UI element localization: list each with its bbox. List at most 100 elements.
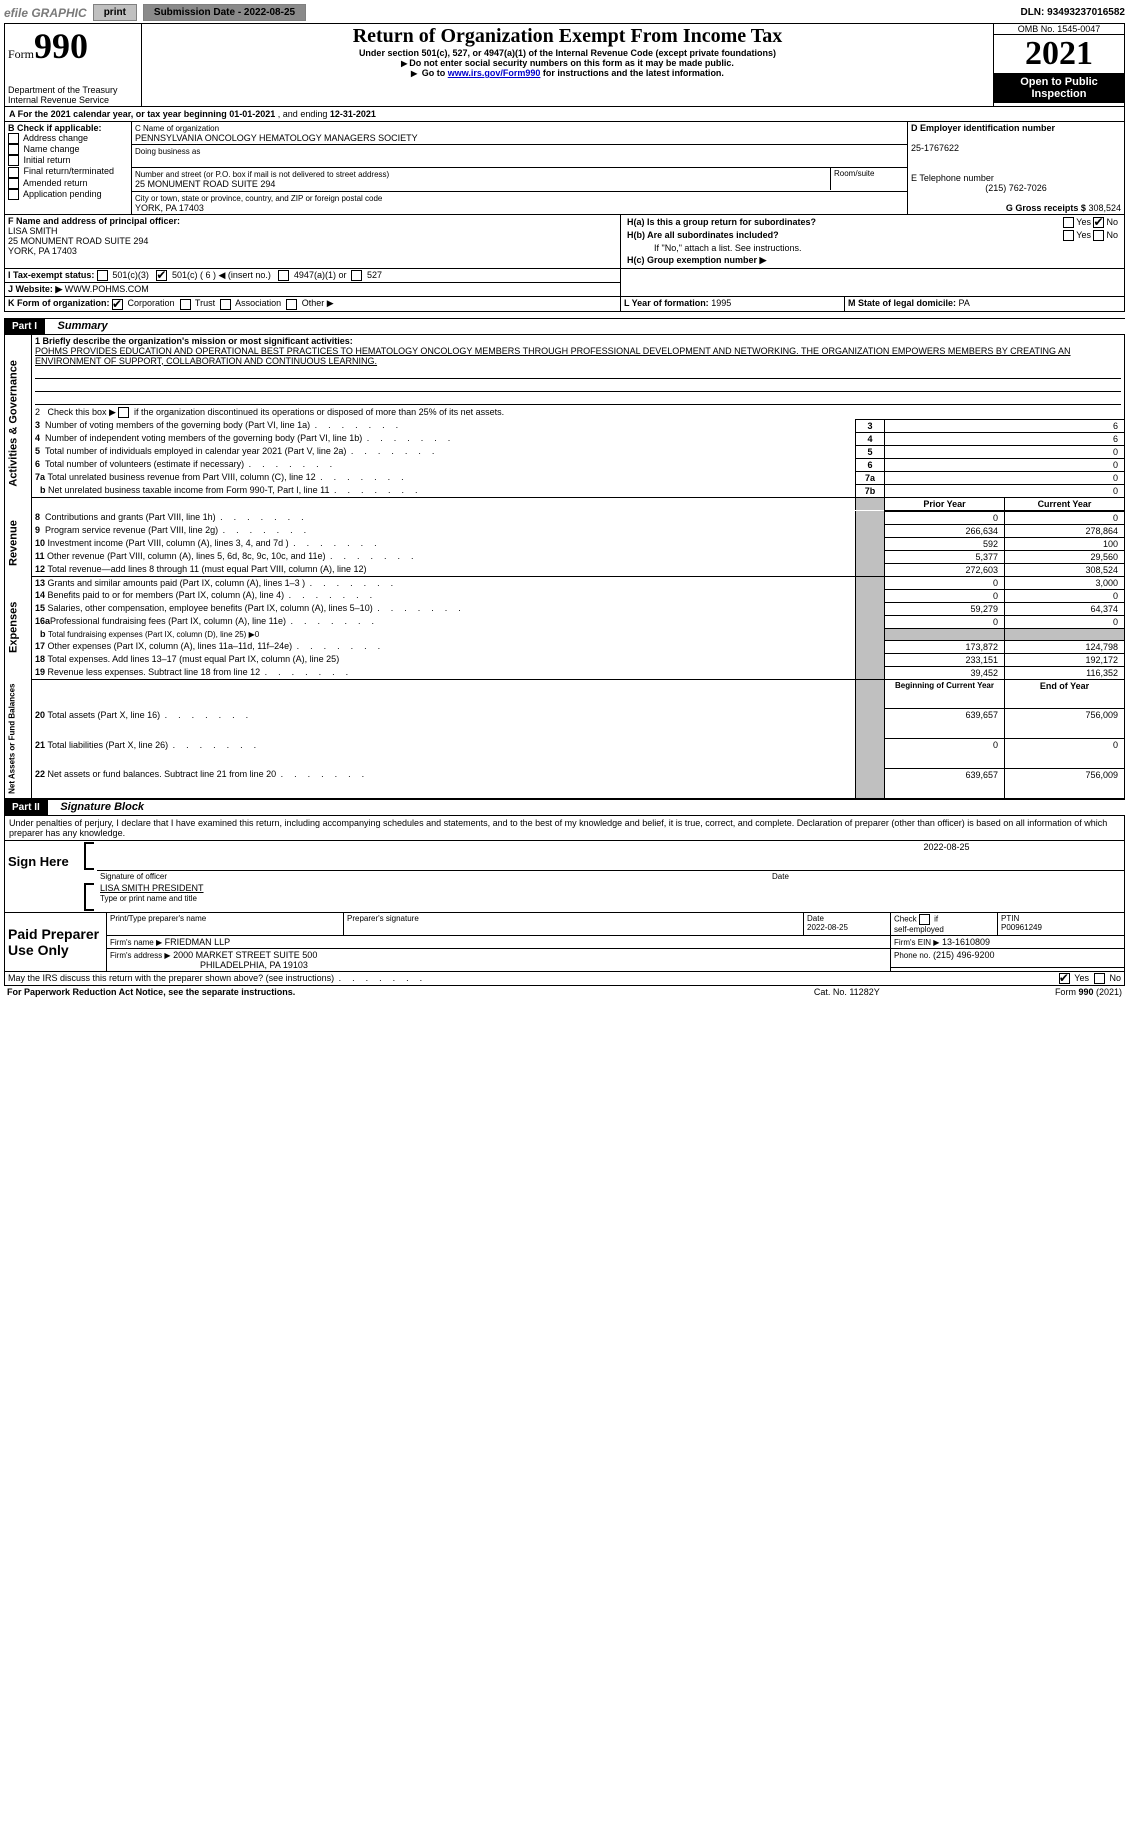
officer-street: 25 MONUMENT ROAD SUITE 294: [8, 236, 148, 246]
box-e-label: E Telephone number: [911, 173, 994, 183]
officer-city: YORK, PA 17403: [8, 246, 77, 256]
bracket-icon: [84, 883, 94, 911]
box-m: M State of legal domicile: PA: [845, 297, 1125, 311]
line1: 1 Briefly describe the organization's mi…: [32, 335, 1125, 406]
box-c-city: City or town, state or province, country…: [132, 191, 908, 214]
side-expenses: Expenses: [5, 576, 32, 679]
irs-link[interactable]: www.irs.gov/Form990: [448, 68, 541, 78]
footer: For Paperwork Reduction Act Notice, see …: [4, 986, 1125, 998]
mission-text: POHMS PROVIDES EDUCATION AND OPERATIONAL…: [35, 346, 1071, 366]
check-final[interactable]: [8, 167, 19, 178]
title-cell: Return of Organization Exempt From Incom…: [142, 24, 994, 107]
city-value: YORK, PA 17403: [135, 203, 204, 213]
check-name[interactable]: [8, 144, 19, 155]
pp-name-lbl: Print/Type preparer's name: [107, 913, 344, 936]
k-other[interactable]: [286, 299, 297, 310]
k-trust[interactable]: [180, 299, 191, 310]
sign-here-label: Sign Here: [5, 840, 82, 882]
efile-label: efile GRAPHIC: [4, 6, 87, 20]
right-col: D Employer identification number 25-1767…: [908, 122, 1125, 215]
paid-label: Paid Preparer Use Only: [5, 913, 107, 972]
inspection-label: Open to Public Inspection: [994, 73, 1124, 103]
box-j: J Website: ▶ WWW.POHMS.COM: [5, 283, 621, 297]
website-value: WWW.POHMS.COM: [65, 284, 149, 294]
check-address[interactable]: [8, 133, 19, 144]
side-governance: Activities & Governance: [5, 335, 32, 512]
irs-label: Internal Revenue Service: [8, 95, 109, 105]
check-initial[interactable]: [8, 155, 19, 166]
form-subtitle: Under section 501(c), 527, or 4947(a)(1)…: [145, 48, 990, 58]
side-netassets: Net Assets or Fund Balances: [5, 679, 32, 798]
ssn-warning: Do not enter social security numbers on …: [145, 58, 990, 68]
box-c-dba: Doing business as: [132, 145, 908, 168]
box-f: F Name and address of principal officer:…: [5, 215, 621, 269]
ha-yes[interactable]: [1063, 217, 1074, 228]
i-501c3[interactable]: [97, 270, 108, 281]
check-pending[interactable]: [8, 189, 19, 200]
firm-ein: 13-1610809: [942, 937, 990, 947]
form-header: Form990 Department of the Treasury Inter…: [4, 23, 1125, 107]
row-7b: b Net unrelated business taxable income …: [5, 484, 1125, 497]
ein-value: 25-1767622: [911, 143, 959, 153]
line2: 2 Check this box ▶ if the organization d…: [32, 406, 1125, 420]
officer-name: LISA SMITH: [8, 226, 58, 236]
hb-yes[interactable]: [1063, 230, 1074, 241]
gross-receipts: 308,524: [1088, 203, 1121, 213]
submission-date-button[interactable]: Submission Date - 2022-08-25: [143, 4, 306, 21]
officer-printed: LISA SMITH PRESIDENT: [100, 883, 204, 893]
box-c-name: C Name of organization PENNSYLVANIA ONCO…: [132, 122, 908, 145]
topbar: efile GRAPHIC print Submission Date - 20…: [4, 4, 1125, 21]
firm-name: FRIEDMAN LLP: [165, 937, 231, 947]
cat-no: Cat. No. 11282Y: [755, 986, 938, 998]
pp-sig-lbl: Preparer's signature: [344, 913, 804, 936]
omb-label: OMB No. 1545-0047: [994, 24, 1124, 35]
box-i: I Tax-exempt status: 501(c)(3) 501(c) ( …: [5, 269, 621, 283]
row-6: 6 Total number of volunteers (estimate i…: [5, 458, 1125, 471]
street-value: 25 MONUMENT ROAD SUITE 294: [135, 179, 275, 189]
row-5: 5 Total number of individuals employed i…: [5, 445, 1125, 458]
form-id-cell: Form990 Department of the Treasury Inter…: [5, 24, 142, 107]
box-k: K Form of organization: Corporation Trus…: [5, 297, 621, 311]
i-527[interactable]: [351, 270, 362, 281]
side-revenue: Revenue: [5, 511, 32, 576]
firm-phone: (215) 496-9200: [933, 950, 995, 960]
bracket-icon: [84, 842, 94, 870]
box-g-label: G Gross receipts $: [1006, 203, 1086, 213]
phone-value: (215) 762-7026: [911, 183, 1121, 193]
goto-line: Go to www.irs.gov/Form990 for instructio…: [145, 68, 990, 78]
print-button[interactable]: print: [93, 4, 137, 21]
row-7a: 7a Total unrelated business revenue from…: [5, 471, 1125, 484]
year-cell: OMB No. 1545-0047 2021 Open to Public In…: [994, 24, 1125, 107]
form-title: Return of Organization Exempt From Incom…: [145, 25, 990, 48]
row-4: 4 Number of independent voting members o…: [5, 432, 1125, 445]
part2-header: Part II Signature Block: [4, 799, 1125, 816]
k-assoc[interactable]: [220, 299, 231, 310]
box-l: L Year of formation: 1995: [621, 297, 845, 311]
info-block: B Check if applicable: Address change Na…: [4, 122, 1125, 215]
part1-header: Part I Summary: [4, 318, 1125, 335]
klm-block: K Form of organization: Corporation Trus…: [4, 297, 1125, 311]
hb-no[interactable]: [1093, 230, 1104, 241]
i-501c[interactable]: [156, 270, 167, 281]
line2-check[interactable]: [118, 407, 129, 418]
paid-preparer-block: Paid Preparer Use Only Print/Type prepar…: [4, 913, 1125, 972]
ptin: P00961249: [1001, 923, 1042, 932]
declaration: Under penalties of perjury, I declare th…: [4, 816, 1125, 840]
check-amended[interactable]: [8, 178, 19, 189]
tax-year: 2021: [994, 35, 1124, 73]
col-current: Current Year: [1005, 497, 1125, 510]
dln-label: DLN: 93493237016582: [1020, 7, 1125, 18]
ha-no[interactable]: [1093, 217, 1104, 228]
may-irs-row: May the IRS discuss this return with the…: [4, 972, 1125, 986]
k-corp[interactable]: [112, 299, 123, 310]
pp-self-check[interactable]: [919, 914, 930, 925]
part1-body: Activities & Governance 1 Briefly descri…: [4, 335, 1125, 799]
i-4947[interactable]: [278, 270, 289, 281]
row-3: 3 Number of voting members of the govern…: [5, 419, 1125, 432]
box-d-label: D Employer identification number: [911, 123, 1055, 133]
box-b: B Check if applicable: Address change Na…: [5, 122, 132, 215]
sig-date: 2022-08-25: [769, 840, 1125, 871]
fh-block: F Name and address of principal officer:…: [4, 215, 1125, 297]
mayirs-yes[interactable]: [1059, 973, 1070, 984]
mayirs-no[interactable]: [1094, 973, 1105, 984]
